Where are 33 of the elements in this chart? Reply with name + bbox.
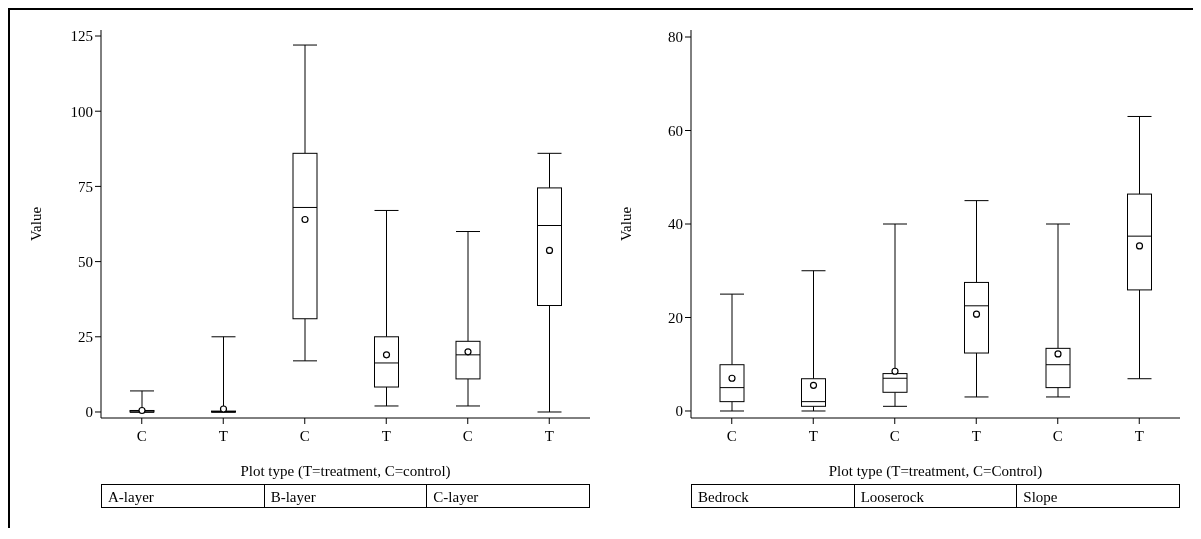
x-tick-label: T	[1134, 427, 1144, 444]
y-tick-label: 40	[668, 216, 683, 233]
y-tick-label: 50	[78, 253, 93, 270]
x-tick-label: T	[218, 427, 228, 444]
y-tick-label: 25	[78, 329, 93, 346]
x-tick-label: C	[889, 427, 900, 444]
x-tick-label: C	[299, 427, 310, 444]
text: Slope	[1016, 485, 1180, 507]
text: Bedrock	[697, 488, 750, 507]
text: C-layer	[426, 485, 590, 507]
x-axis-title: Plot type (T=treatment, C=control)	[240, 463, 451, 480]
y-tick-label: 0	[675, 403, 683, 420]
x-axis-title: Plot type (T=treatment, C=Control)	[828, 463, 1043, 480]
text: B-layer	[263, 485, 427, 507]
x-tick-label: C	[1052, 427, 1063, 444]
y-axis-title: Value	[618, 206, 635, 242]
y-tick-label: 125	[70, 28, 93, 45]
y-tick-label: 100	[70, 103, 93, 120]
text: Looserock	[853, 485, 1017, 507]
y-tick-label: 75	[78, 178, 93, 195]
y-tick-label: 0	[85, 404, 93, 421]
x-tick-label: T	[544, 427, 554, 444]
x-tick-label: C	[136, 427, 147, 444]
x-tick-label: T	[808, 427, 818, 444]
y-axis-title: Value	[28, 206, 45, 242]
y-tick-label: 80	[668, 29, 683, 46]
x-tick-label: T	[971, 427, 981, 444]
y-tick-label: 60	[668, 122, 683, 139]
y-tick-label: 20	[668, 309, 683, 326]
x-tick-label: C	[726, 427, 737, 444]
text: A-layer	[107, 488, 155, 507]
x-tick-label: T	[381, 427, 391, 444]
x-tick-label: C	[462, 427, 473, 444]
